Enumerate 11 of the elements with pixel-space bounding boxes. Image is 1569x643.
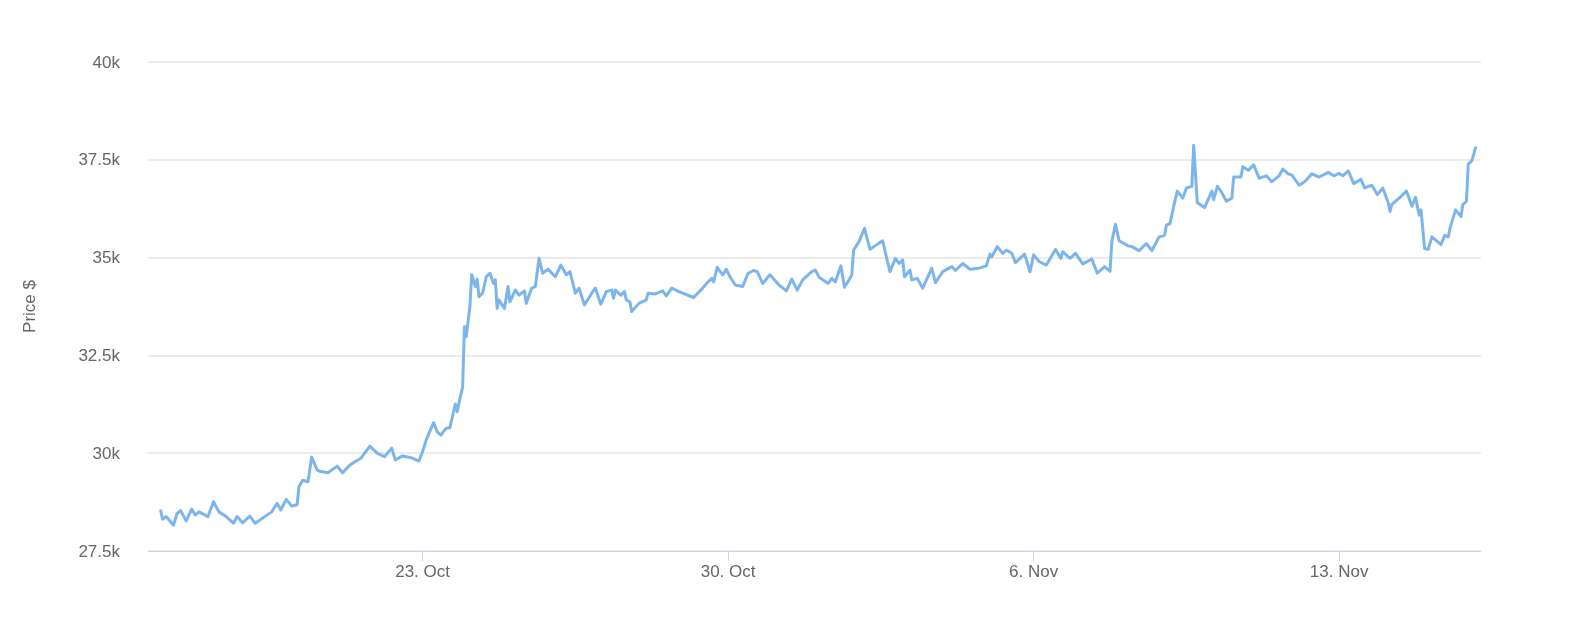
y-tick-label: 40k bbox=[92, 52, 121, 72]
y-tick-label: 35k bbox=[92, 248, 121, 268]
y-tick-label: 32.5k bbox=[78, 345, 121, 365]
x-tick-label: 30. Oct bbox=[700, 562, 756, 581]
x-tick-label: 13. Nov bbox=[1309, 562, 1369, 581]
y-tick-label: 27.5k bbox=[78, 541, 121, 561]
x-tick-label: 6. Nov bbox=[1009, 562, 1059, 581]
y-tick-label: 37.5k bbox=[78, 150, 121, 170]
y-tick-label: 30k bbox=[92, 443, 121, 463]
y-axis-title: Price $ bbox=[20, 279, 39, 333]
x-tick-label: 23. Oct bbox=[395, 562, 451, 581]
